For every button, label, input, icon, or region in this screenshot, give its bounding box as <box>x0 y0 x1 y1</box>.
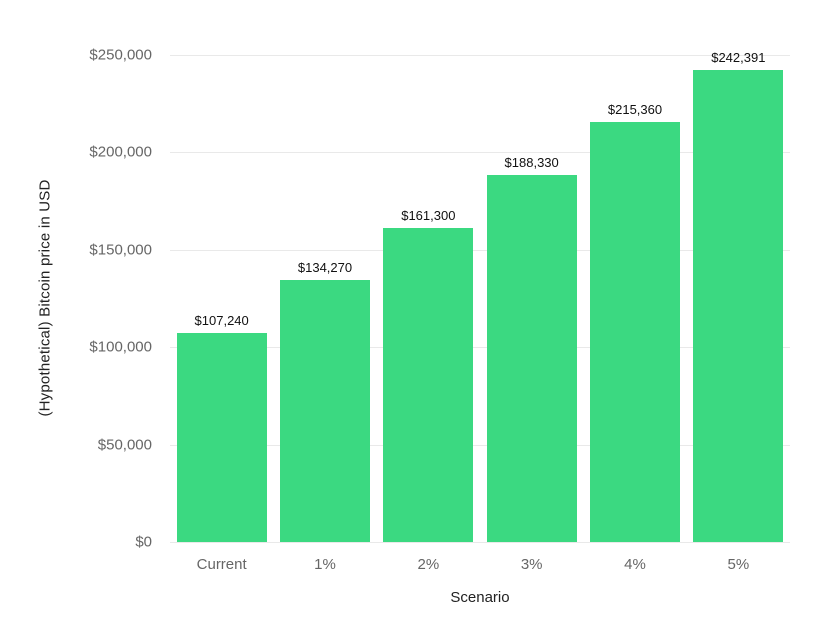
bar-1% <box>280 280 370 542</box>
gridline <box>170 347 790 349</box>
bar-3% <box>486 175 577 542</box>
plot-area: $107,240 $134,270 $161,300 $188,330 $215,360… <box>170 50 790 543</box>
gridline <box>170 152 790 154</box>
bar-4% <box>590 122 680 542</box>
y-tick-label: $250,000 <box>89 46 152 64</box>
y-tick-label: $150,000 <box>89 241 152 259</box>
x-tick-label: 2% <box>417 556 440 573</box>
bar-value-label: $188,330 <box>504 155 559 171</box>
x-axis-title: Scenario <box>450 589 510 606</box>
gridline <box>170 249 790 251</box>
bar-value-label: $242,391 <box>711 49 766 65</box>
y-tick-label: $200,000 <box>89 143 152 161</box>
bar-Current <box>176 333 267 542</box>
gridline <box>170 55 790 56</box>
x-tick-label: 3% <box>520 556 543 573</box>
y-tick-label: $0 <box>135 533 152 551</box>
y-tick-label: $50,000 <box>97 436 152 454</box>
x-tick-label: 1% <box>314 556 336 573</box>
bar-5% <box>693 69 784 542</box>
x-tick-label: 5% <box>727 556 750 573</box>
bar-2% <box>383 227 474 542</box>
y-axis-title: (Hypothetical) Bitcoin price in USD <box>36 179 54 417</box>
gridline <box>170 444 790 446</box>
bar-value-label: $161,300 <box>401 207 456 223</box>
bar-value-label: $215,360 <box>607 102 663 118</box>
bar-value-label: $134,270 <box>297 260 353 276</box>
gridline <box>170 542 790 543</box>
y-tick-label: $100,000 <box>89 338 152 356</box>
x-tick-label: Current <box>196 556 247 573</box>
bar-value-label: $107,240 <box>194 313 249 329</box>
x-tick-label: 4% <box>624 556 646 573</box>
